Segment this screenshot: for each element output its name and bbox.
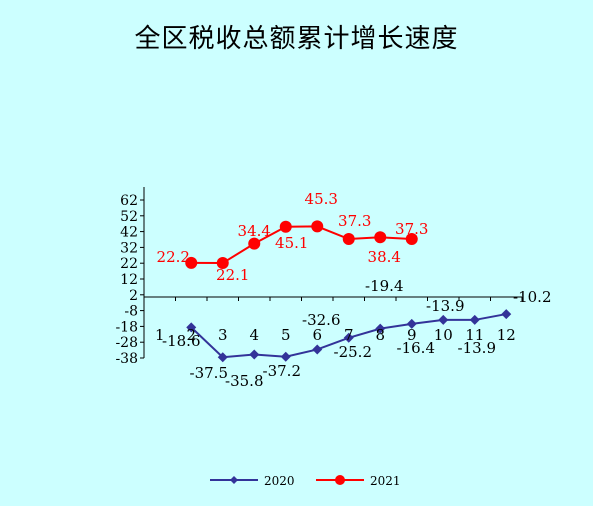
data-point-2020: [186, 322, 197, 333]
data-label-2020: -37.2: [263, 362, 301, 380]
x-tick-label: 2: [186, 326, 196, 344]
y-tick-label: -8: [124, 304, 138, 320]
data-label-2020: -10.2: [513, 288, 551, 306]
y-tick-label: -18: [115, 319, 138, 335]
data-label-2021: 45.1: [275, 234, 308, 252]
x-tick-label: 4: [249, 326, 259, 344]
data-label-2021: 37.3: [338, 212, 371, 230]
data-label-2021: 37.3: [395, 220, 428, 238]
x-tick-label: 9: [407, 326, 417, 344]
data-label-2021: 45.3: [305, 190, 338, 208]
y-tick-label: 2: [129, 288, 138, 304]
data-point-2020: [375, 323, 386, 334]
legend-label-2020: 2020: [264, 474, 295, 488]
data-label-2021: 34.4: [238, 222, 271, 240]
x-tick-label: 12: [497, 326, 516, 344]
data-point-2021: [185, 256, 198, 269]
y-tick-label: -28: [115, 335, 138, 351]
data-label-2020: -18.6: [162, 332, 200, 350]
data-label-2020: -32.6: [302, 311, 340, 329]
data-label-2020: -13.9: [458, 339, 496, 357]
y-tick-label: 32: [120, 240, 138, 256]
x-tick-label: 11: [465, 326, 484, 344]
x-tick-label: 10: [434, 326, 453, 344]
data-point-2020: [438, 314, 449, 325]
data-label-2020: -25.2: [334, 343, 372, 361]
data-label-2021: 22.2: [157, 248, 190, 266]
data-label-2020: -19.4: [365, 277, 403, 295]
data-point-2021: [342, 233, 355, 246]
data-label-2020: -37.5: [190, 364, 228, 382]
y-tick-label: -38: [115, 351, 138, 367]
legend-marker-2020: [230, 476, 238, 484]
data-point-2021: [216, 257, 229, 270]
legend-marker-2021: [335, 475, 345, 485]
data-point-2021: [374, 231, 387, 244]
x-tick-label: 8: [375, 326, 385, 344]
data-label-2020: -13.9: [426, 297, 464, 315]
data-point-2020: [406, 318, 417, 329]
chart-title: 全区税收总额累计增长速度: [134, 24, 459, 54]
data-label-2021: 22.1: [216, 266, 249, 284]
x-tick-label: 7: [344, 326, 354, 344]
x-tick-label: 5: [281, 326, 291, 344]
data-point-2020: [249, 349, 260, 360]
y-tick-label: 12: [120, 272, 138, 288]
y-tick-label: 42: [120, 225, 138, 241]
data-point-2021: [311, 220, 324, 233]
x-tick-label: 6: [312, 326, 322, 344]
data-point-2020: [343, 332, 354, 343]
data-point-2020: [312, 344, 323, 355]
data-label-2020: -16.4: [397, 339, 435, 357]
data-point-2021: [405, 233, 418, 246]
data-point-2021: [279, 220, 292, 233]
legend-label-2021: 2021: [370, 474, 401, 488]
data-point-2021: [248, 237, 261, 250]
data-point-2020: [217, 352, 228, 363]
data-point-2020: [469, 314, 480, 325]
y-tick-label: 22: [120, 256, 138, 272]
data-point-2020: [280, 351, 291, 362]
y-tick-label: 62: [120, 193, 138, 209]
data-label-2020: -35.8: [225, 372, 263, 390]
y-tick-label: 52: [120, 209, 138, 225]
data-label-2021: 38.4: [368, 248, 401, 266]
x-tick-label: 1: [155, 326, 165, 344]
data-point-2020: [501, 309, 512, 320]
x-tick-label: 3: [218, 326, 228, 344]
